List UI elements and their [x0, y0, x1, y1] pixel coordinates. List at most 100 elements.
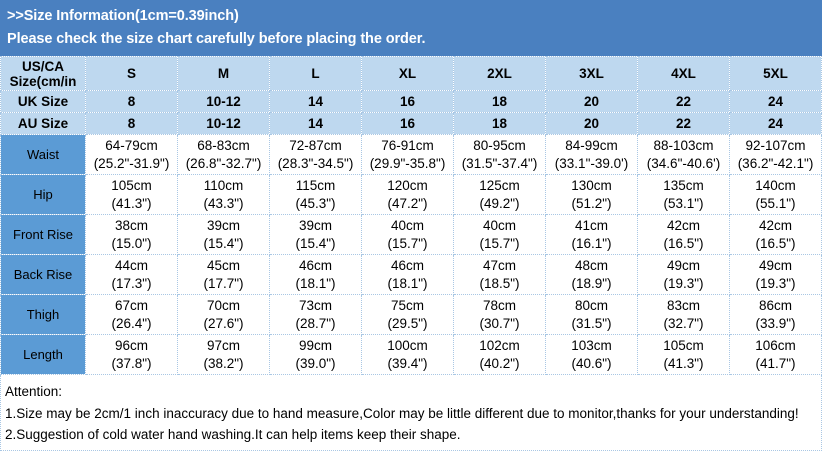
value-cm: 102cm [479, 337, 520, 353]
corner-line-1: US/CA [21, 58, 64, 74]
length-3xl: 103cm (40.6") [545, 334, 638, 375]
uk-size-xl: 16 [361, 90, 454, 113]
value-inch: (49.2") [479, 195, 520, 211]
value-cm: 120cm [387, 177, 428, 193]
value-cm: 88-103cm [653, 137, 714, 153]
attention-notes: Attention: 1.Size may be 2cm/1 inch inac… [0, 375, 822, 451]
value-cm: 73cm [298, 297, 332, 313]
front-rise-2xl: 40cm (15.7") [453, 214, 546, 255]
value-cm: 44cm [114, 257, 148, 273]
length-xl: 100cm (39.4") [361, 334, 454, 375]
table-row-front-rise: Front Rise 38cm (15.0") 39cm (15.4") 39c… [0, 214, 822, 255]
au-size-5xl: 24 [729, 112, 822, 135]
value-cm: 70cm [206, 297, 240, 313]
value-inch: (18.5") [479, 275, 520, 291]
waist-m: 68-83cm (26.8"-32.7") [177, 134, 270, 175]
thigh-4xl: 83cm (32.7") [637, 294, 730, 335]
value-cm: 42cm [666, 217, 700, 233]
value-cm: 140cm [755, 177, 796, 193]
value-inch: (17.7") [203, 275, 244, 291]
value-cm: 48cm [574, 257, 608, 273]
row-label-back-rise: Back Rise [0, 254, 86, 295]
value-inch: (41.7") [755, 355, 796, 371]
row-header-au-size: AU Size [0, 112, 86, 135]
value-inch: (41.3") [663, 355, 704, 371]
value-inch: (40.6") [571, 355, 612, 371]
value-inch: (53.1") [663, 195, 704, 211]
value-cm: 41cm [574, 217, 608, 233]
value-inch: (19.3") [663, 275, 704, 291]
value-inch: (45.3") [295, 195, 336, 211]
value-cm: 49cm [758, 257, 792, 273]
value-inch: (19.3") [755, 275, 796, 291]
value-cm: 96cm [114, 337, 148, 353]
column-header-xl: XL [361, 56, 454, 91]
value-inch: (51.2") [571, 195, 612, 211]
thigh-xl: 75cm (29.5") [361, 294, 454, 335]
table-header-row-uk-size: UK Size 8 10-12 14 16 18 20 22 24 [0, 90, 822, 113]
column-header-s: S [85, 56, 178, 91]
banner-title-line: >>Size Information(1cm=0.39inch) [7, 8, 239, 24]
row-header-uk-size: UK Size [0, 90, 86, 113]
value-cm: 76-91cm [381, 137, 434, 153]
thigh-3xl: 80cm (31.5") [545, 294, 638, 335]
waist-3xl: 84-99cm (33.1"-39.0') [545, 134, 638, 175]
value-cm: 78cm [482, 297, 516, 313]
length-5xl: 106cm (41.7") [729, 334, 822, 375]
value-inch: (40.2") [479, 355, 520, 371]
value-inch: (39.4") [387, 355, 428, 371]
table-row-hip: Hip 105cm (41.3") 110cm (43.3") 115cm (4… [0, 174, 822, 215]
front-rise-4xl: 42cm (16.5") [637, 214, 730, 255]
value-inch: (31.5") [571, 315, 612, 331]
value-cm: 105cm [663, 337, 704, 353]
size-chart-body: US/CA Size(cm/in S M L XL 2XL 3XL 4XL 5X… [0, 56, 822, 375]
value-inch: (18.9") [571, 275, 612, 291]
uk-size-3xl: 20 [545, 90, 638, 113]
front-rise-xl: 40cm (15.7") [361, 214, 454, 255]
waist-xl: 76-91cm (29.9"-35.8") [361, 134, 454, 175]
column-header-m: M [177, 56, 270, 91]
value-inch: (39.0") [295, 355, 336, 371]
uk-size-s: 8 [85, 90, 178, 113]
back-rise-xl: 46cm (18.1") [361, 254, 454, 295]
table-row-back-rise: Back Rise 44cm (17.3") 45cm (17.7") 46cm… [0, 254, 822, 295]
value-cm: 105cm [111, 177, 152, 193]
waist-l: 72-87cm (28.3"-34.5") [269, 134, 362, 175]
value-inch: (55.1") [755, 195, 796, 211]
row-label-front-rise: Front Rise [0, 214, 86, 255]
row-label-hip: Hip [0, 174, 86, 215]
value-inch: (31.5"-37.4") [461, 155, 538, 171]
value-inch: (18.1") [295, 275, 336, 291]
row-label-thigh: Thigh [0, 294, 86, 335]
table-row-length: Length 96cm (37.8") 97cm (38.2") 99cm (3… [0, 334, 822, 375]
front-rise-s: 38cm (15.0") [85, 214, 178, 255]
value-inch: (16.1") [571, 235, 612, 251]
value-inch: (15.7") [387, 235, 428, 251]
thigh-m: 70cm (27.6") [177, 294, 270, 335]
corner-line-2: Size(cm/in [9, 73, 77, 89]
value-inch: (38.2") [203, 355, 244, 371]
value-cm: 103cm [571, 337, 612, 353]
value-cm: 40cm [482, 217, 516, 233]
value-inch: (28.7") [295, 315, 336, 331]
value-cm: 106cm [755, 337, 796, 353]
value-cm: 42cm [758, 217, 792, 233]
value-inch: (15.0") [111, 235, 152, 251]
thigh-l: 73cm (28.7") [269, 294, 362, 335]
header-corner-cell: US/CA Size(cm/in [0, 56, 86, 91]
value-cm: 46cm [298, 257, 332, 273]
back-rise-2xl: 47cm (18.5") [453, 254, 546, 295]
waist-s: 64-79cm (25.2"-31.9") [85, 134, 178, 175]
au-size-xl: 16 [361, 112, 454, 135]
value-cm: 99cm [298, 337, 332, 353]
value-inch: (47.2") [387, 195, 428, 211]
column-header-l: L [269, 56, 362, 91]
value-cm: 97cm [206, 337, 240, 353]
value-inch: (32.7") [663, 315, 704, 331]
value-inch: (37.8") [111, 355, 152, 371]
length-s: 96cm (37.8") [85, 334, 178, 375]
value-cm: 38cm [114, 217, 148, 233]
value-inch: (15.4") [203, 235, 244, 251]
table-row-waist: Waist 64-79cm (25.2"-31.9") 68-83cm (26.… [0, 134, 822, 175]
value-cm: 84-99cm [565, 137, 618, 153]
